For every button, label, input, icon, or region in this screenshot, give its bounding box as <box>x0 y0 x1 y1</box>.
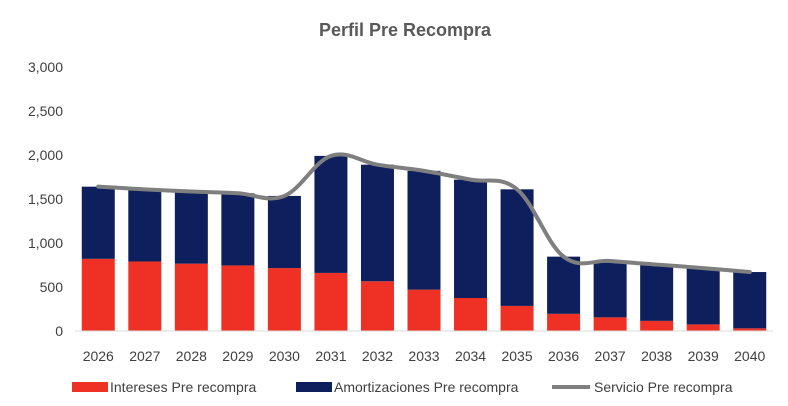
bar-amortizaciones <box>360 164 394 282</box>
bar-amortizaciones <box>128 189 162 262</box>
y-tick-label: 1,500 <box>28 191 63 207</box>
bar-intereses <box>454 298 488 331</box>
legend-item-amortizaciones: Amortizaciones Pre recompra <box>296 379 519 395</box>
bar-amortizaciones <box>221 193 255 266</box>
y-tick-label: 0 <box>55 323 63 339</box>
bar-amortizaciones <box>267 195 301 269</box>
servicio-line <box>96 152 752 275</box>
y-tick-label: 500 <box>40 279 64 295</box>
bar-intereses <box>360 281 394 331</box>
x-tick-label: 2032 <box>362 348 393 364</box>
bar-amortizaciones <box>733 272 767 329</box>
bar-intereses <box>128 261 162 331</box>
bar-intereses <box>686 324 720 331</box>
x-tick-label: 2038 <box>641 348 672 364</box>
x-tick-label: 2026 <box>83 348 114 364</box>
y-tick-label: 2,000 <box>28 147 63 163</box>
bar-amortizaciones <box>500 189 534 306</box>
bar-amortizaciones <box>454 179 488 298</box>
bar-intereses <box>640 320 674 331</box>
x-tick-label: 2035 <box>501 348 532 364</box>
y-tick-label: 3,000 <box>28 59 63 75</box>
legend-swatch <box>72 382 108 392</box>
y-tick-label: 1,000 <box>28 235 63 251</box>
x-tick-label: 2040 <box>734 348 765 364</box>
bar-intereses <box>500 305 534 331</box>
line-layer <box>96 152 752 275</box>
bars-group <box>81 155 767 331</box>
x-tick-label: 2034 <box>455 348 486 364</box>
legend-item-intereses: Intereses Pre recompra <box>72 379 256 395</box>
x-tick-label: 2027 <box>129 348 160 364</box>
x-tick-label: 2039 <box>688 348 719 364</box>
bar-intereses <box>221 265 255 331</box>
bar-intereses <box>733 328 767 331</box>
bar-amortizaciones <box>593 261 627 318</box>
x-tick-label: 2028 <box>176 348 207 364</box>
bar-amortizaciones <box>547 256 581 314</box>
x-tick-label: 2037 <box>595 348 626 364</box>
bar-amortizaciones <box>640 264 674 321</box>
x-tick-label: 2033 <box>408 348 439 364</box>
bar-intereses <box>81 258 115 331</box>
chart-title: Perfil Pre Recompra <box>319 20 492 40</box>
x-axis-tick-labels: 2026 2027 2028 2029 2030 2031 2032 2033 2034 2035… <box>83 348 766 364</box>
x-tick-label: 2036 <box>548 348 579 364</box>
bar-amortizaciones <box>407 170 441 290</box>
bar-intereses <box>593 317 627 331</box>
y-tick-label: 2,500 <box>28 103 63 119</box>
bar-amortizaciones <box>174 191 208 264</box>
bar-amortizaciones <box>686 268 720 325</box>
bar-amortizaciones <box>314 155 348 273</box>
bar-intereses <box>314 272 348 331</box>
bar-intereses <box>547 313 581 331</box>
legend-label: Servicio Pre recompra <box>594 379 733 395</box>
x-tick-label: 2029 <box>222 348 253 364</box>
legend-swatch <box>296 382 332 392</box>
bar-intereses <box>267 268 301 331</box>
bar-amortizaciones <box>81 186 115 259</box>
legend-label: Intereses Pre recompra <box>110 379 256 395</box>
y-axis-tick-labels: 0 500 1,000 1,500 2,000 2,500 3,000 <box>28 59 63 339</box>
bar-intereses <box>174 263 208 331</box>
x-tick-label: 2031 <box>315 348 346 364</box>
legend-label: Amortizaciones Pre recompra <box>334 379 519 395</box>
bar-intereses <box>407 289 441 331</box>
legend: Intereses Pre recompra Amortizaciones Pre… <box>72 379 733 395</box>
legend-item-servicio: Servicio Pre recompra <box>552 379 733 395</box>
x-tick-label: 2030 <box>269 348 300 364</box>
